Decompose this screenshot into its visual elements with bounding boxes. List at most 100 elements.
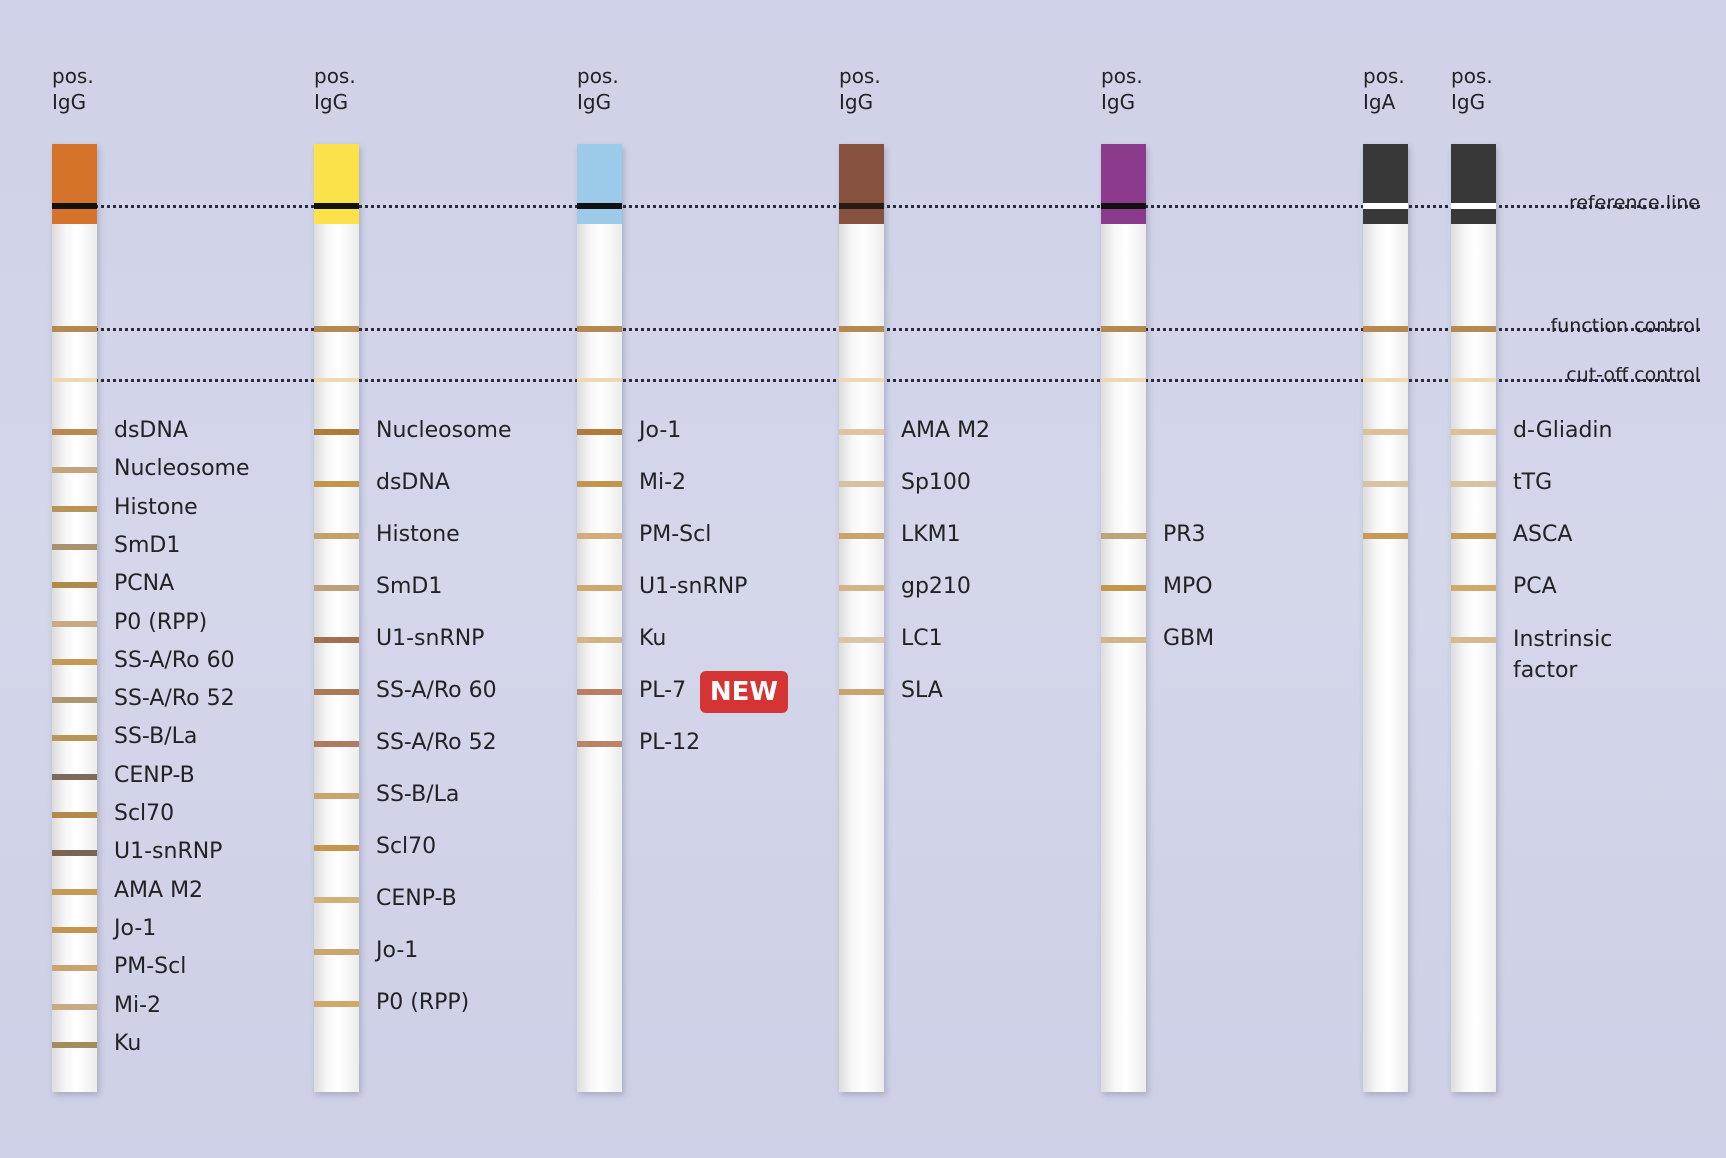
antigen-label: PR3	[1163, 522, 1206, 547]
cutoff-control-band	[1101, 378, 1146, 382]
reference-line-band	[577, 203, 622, 209]
antigen-band	[1101, 533, 1146, 539]
antigen-label: Scl70	[114, 801, 175, 826]
antigen-label: CENP-B	[114, 762, 195, 788]
antigen-band	[839, 481, 884, 487]
antigen-label: U1-snRNP	[376, 626, 485, 651]
antigen-band	[314, 793, 359, 799]
cutoff-control-band	[1363, 378, 1408, 382]
strip-header: pos. IgG	[52, 63, 94, 115]
antigen-band	[1451, 481, 1496, 487]
cutoff-control-band	[577, 378, 622, 382]
antigen-label: PCA	[1513, 574, 1557, 599]
strip-header: pos. IgA	[1363, 63, 1405, 115]
test-strip	[839, 144, 884, 1092]
antigen-label: U1-snRNP	[114, 839, 223, 865]
antigen-label: d-Gliadin	[1513, 418, 1613, 443]
antigen-band	[52, 429, 97, 435]
antigen-band	[1363, 429, 1408, 435]
antigen-band	[52, 505, 97, 512]
reference-line-band	[1101, 203, 1146, 209]
antigen-band	[52, 888, 97, 895]
strip-header: pos. IgG	[1101, 63, 1143, 115]
antigen-band	[52, 582, 97, 589]
function-control-band	[839, 326, 884, 332]
antigen-band	[52, 697, 97, 704]
reference-line-band	[839, 203, 884, 209]
function-control-band	[1451, 326, 1496, 332]
antigen-label: P0 (RPP)	[376, 990, 470, 1015]
antigen-band	[839, 429, 884, 435]
strip-color-code	[52, 144, 97, 224]
antigen-label: Scl70	[376, 834, 437, 859]
antigen-band	[314, 741, 359, 747]
reference-line-band	[1363, 203, 1408, 209]
antigen-band	[52, 926, 97, 933]
antigen-band	[839, 585, 884, 591]
antigen-band	[52, 620, 97, 627]
antigen-band	[1363, 533, 1408, 539]
antigen-band	[52, 735, 97, 742]
antigen-band	[52, 658, 97, 665]
antigen-band	[1101, 637, 1146, 643]
reference-line-band	[1451, 203, 1496, 209]
antigen-band	[577, 637, 622, 643]
antigen-band	[577, 585, 622, 591]
antigen-band	[314, 689, 359, 695]
antigen-band	[314, 481, 359, 487]
antigen-label: Instrinsic factor	[1513, 627, 1613, 683]
antigen-band	[314, 949, 359, 955]
antigen-label: LKM1	[901, 522, 961, 547]
antigen-band	[314, 845, 359, 851]
antigen-label: SS-B/La	[114, 724, 198, 750]
antigen-label: Sp100	[901, 470, 971, 495]
antigen-band	[314, 585, 359, 591]
strip-header-line: IgG	[577, 90, 612, 114]
antigen-label: Ku	[114, 1030, 142, 1056]
antigen-band	[52, 850, 97, 857]
antigen-band	[577, 689, 622, 695]
antigen-band	[1363, 481, 1408, 487]
test-strip	[1363, 144, 1408, 1092]
antigen-label: PL-7	[639, 678, 687, 703]
antigen-label: AMA M2	[901, 418, 991, 443]
antigen-label: Ku	[639, 626, 667, 651]
antigen-label: PM-Scl	[639, 522, 712, 547]
strip-color-code	[839, 144, 884, 224]
antigen-band	[1451, 585, 1496, 591]
antigen-band	[577, 481, 622, 487]
antigen-band	[1101, 585, 1146, 591]
antigen-label: SS-A/Ro 60	[114, 647, 235, 673]
strip-header-line: pos.	[577, 64, 619, 88]
strip-header-line: IgG	[1101, 90, 1136, 114]
function-control-band	[1363, 326, 1408, 332]
reference-line-band	[52, 203, 97, 209]
antigen-band	[52, 965, 97, 972]
strip-header-line: pos.	[839, 64, 881, 88]
antigen-label: U1-snRNP	[639, 574, 748, 599]
antigen-label: SS-B/La	[376, 782, 460, 807]
antigen-band	[52, 1003, 97, 1010]
antigen-label: CENP-B	[376, 886, 457, 911]
antigen-label: PM-Scl	[114, 954, 187, 980]
antigen-band	[1451, 637, 1496, 643]
strip-header-line: IgG	[839, 90, 874, 114]
antigen-label: gp210	[901, 574, 971, 599]
strip-header: pos. IgG	[577, 63, 619, 115]
antigen-label: dsDNA	[376, 470, 450, 495]
antigen-label: SmD1	[114, 532, 181, 558]
antigen-label: SS-A/Ro 52	[376, 730, 497, 755]
antigen-band	[839, 533, 884, 539]
function-control-band	[314, 326, 359, 332]
antigen-label: P0 (RPP)	[114, 609, 208, 635]
test-strip	[314, 144, 359, 1092]
cutoff-control-band	[839, 378, 884, 382]
antigen-band	[839, 689, 884, 695]
antigen-label: MPO	[1163, 574, 1213, 599]
cutoff-control-band	[1451, 378, 1496, 382]
antigen-label: tTG	[1513, 470, 1553, 495]
antigen-band	[314, 637, 359, 643]
function-control-band	[52, 326, 97, 332]
antigen-label: GBM	[1163, 626, 1215, 651]
